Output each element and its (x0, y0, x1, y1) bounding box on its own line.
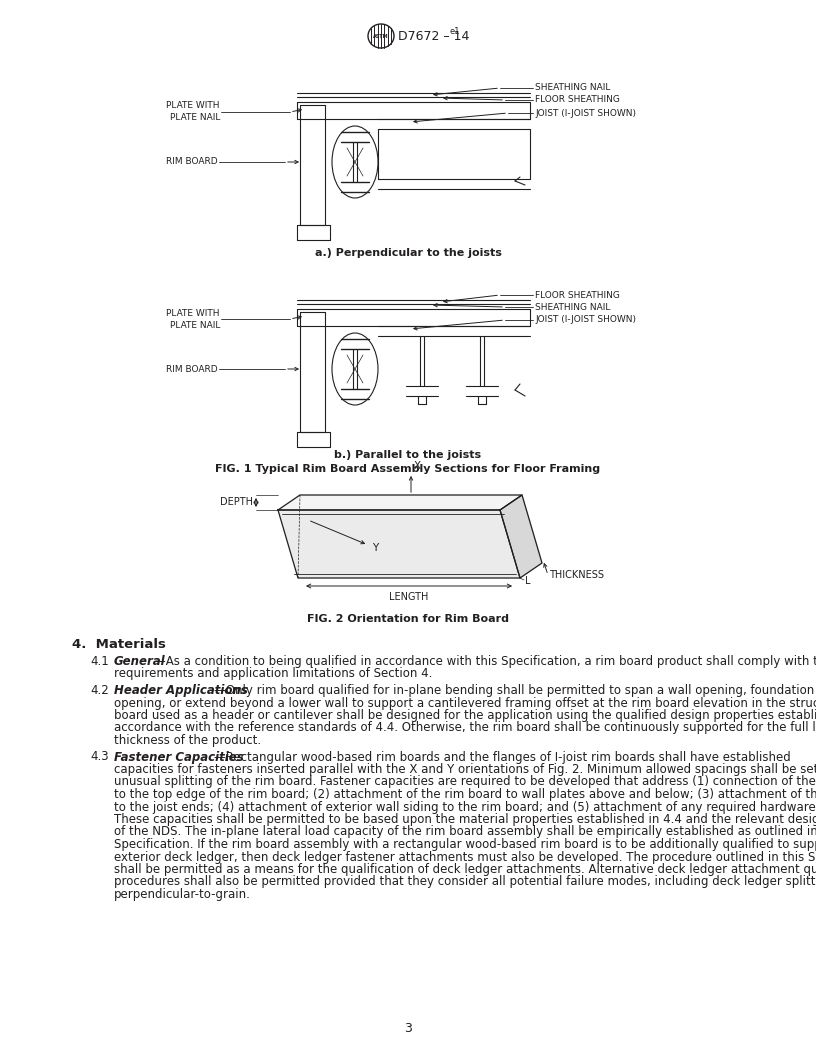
Text: PLATE WITH: PLATE WITH (166, 308, 220, 318)
Polygon shape (278, 510, 520, 578)
Text: board used as a header or cantilever shall be designed for the application using: board used as a header or cantilever sha… (114, 709, 816, 722)
Text: SHEATHING NAIL: SHEATHING NAIL (535, 83, 610, 93)
Text: —Only rim board qualified for in-plane bending shall be permitted to span a wall: —Only rim board qualified for in-plane b… (214, 684, 814, 697)
Text: RIM BOARD: RIM BOARD (166, 364, 218, 374)
Text: capacities for fasteners inserted parallel with the X and Y orientations of Fig.: capacities for fasteners inserted parall… (114, 763, 816, 776)
Text: PLATE WITH: PLATE WITH (166, 101, 220, 111)
Text: RIM BOARD: RIM BOARD (166, 157, 218, 167)
Text: FLOOR SHEATHING: FLOOR SHEATHING (535, 95, 620, 105)
Text: a.) Perpendicular to the joists: a.) Perpendicular to the joists (314, 248, 502, 258)
Text: shall be permitted as a means for the qualification of deck ledger attachments. : shall be permitted as a means for the qu… (114, 863, 816, 876)
Text: opening, or extend beyond a lower wall to support a cantilevered framing offset : opening, or extend beyond a lower wall t… (114, 697, 816, 710)
Text: ASTM: ASTM (373, 34, 388, 38)
Text: exterior deck ledger, then deck ledger fastener attachments must also be develop: exterior deck ledger, then deck ledger f… (114, 850, 816, 864)
Text: Header Applications: Header Applications (114, 684, 248, 697)
Text: L: L (525, 576, 530, 586)
Text: 3: 3 (404, 1022, 412, 1035)
Text: JOIST (I-JOIST SHOWN): JOIST (I-JOIST SHOWN) (535, 316, 636, 324)
Text: FIG. 1 Typical Rim Board Assembly Sections for Floor Framing: FIG. 1 Typical Rim Board Assembly Sectio… (215, 464, 601, 474)
Text: Fastener Capacities: Fastener Capacities (114, 751, 244, 763)
Text: procedures shall also be permitted provided that they consider all potential fai: procedures shall also be permitted provi… (114, 875, 816, 888)
Text: Y: Y (372, 543, 379, 553)
Text: FLOOR SHEATHING: FLOOR SHEATHING (535, 290, 620, 300)
Text: X: X (414, 461, 421, 471)
Text: thickness of the product.: thickness of the product. (114, 734, 261, 747)
Text: e1: e1 (450, 26, 460, 36)
Text: Specification. If the rim board assembly with a rectangular wood-based rim board: Specification. If the rim board assembly… (114, 838, 816, 851)
Text: b.) Parallel to the joists: b.) Parallel to the joists (335, 450, 481, 460)
Text: D7672 – 14: D7672 – 14 (398, 31, 469, 43)
Polygon shape (500, 495, 542, 578)
Text: PLATE NAIL: PLATE NAIL (170, 321, 220, 329)
Text: These capacities shall be permitted to be based upon the material properties est: These capacities shall be permitted to b… (114, 813, 816, 826)
Text: perpendicular-to-grain.: perpendicular-to-grain. (114, 888, 251, 901)
Text: requirements and application limitations of Section 4.: requirements and application limitations… (114, 667, 432, 680)
Text: 4.1: 4.1 (90, 655, 109, 668)
Text: General: General (114, 655, 166, 668)
Text: SHEATHING NAIL: SHEATHING NAIL (535, 302, 610, 312)
Text: DEPTH: DEPTH (220, 497, 253, 507)
Text: to the top edge of the rim board; (2) attachment of the rim board to wall plates: to the top edge of the rim board; (2) at… (114, 788, 816, 802)
Text: THICKNESS: THICKNESS (549, 570, 604, 580)
Text: JOIST (I-JOIST SHOWN): JOIST (I-JOIST SHOWN) (535, 109, 636, 117)
Text: accordance with the reference standards of 4.4. Otherwise, the rim board shall b: accordance with the reference standards … (114, 721, 816, 735)
Text: 4.3: 4.3 (90, 751, 109, 763)
Text: to the joist ends; (4) attachment of exterior wall siding to the rim board; and : to the joist ends; (4) attachment of ext… (114, 800, 816, 813)
Text: FIG. 2 Orientation for Rim Board: FIG. 2 Orientation for Rim Board (307, 614, 509, 624)
Text: —As a condition to being qualified in accordance with this Specification, a rim : —As a condition to being qualified in ac… (154, 655, 816, 668)
Text: 4.2: 4.2 (90, 684, 109, 697)
Text: PLATE NAIL: PLATE NAIL (170, 113, 220, 122)
Polygon shape (278, 495, 522, 510)
Text: —Rectangular wood-based rim boards and the flanges of I-joist rim boards shall h: —Rectangular wood-based rim boards and t… (214, 751, 791, 763)
Text: LENGTH: LENGTH (389, 592, 428, 602)
Text: of the NDS. The in-plane lateral load capacity of the rim board assembly shall b: of the NDS. The in-plane lateral load ca… (114, 826, 816, 838)
Text: 4.  Materials: 4. Materials (72, 638, 166, 650)
Text: unusual splitting of the rim board. Fastener capacities are required to be devel: unusual splitting of the rim board. Fast… (114, 775, 816, 789)
